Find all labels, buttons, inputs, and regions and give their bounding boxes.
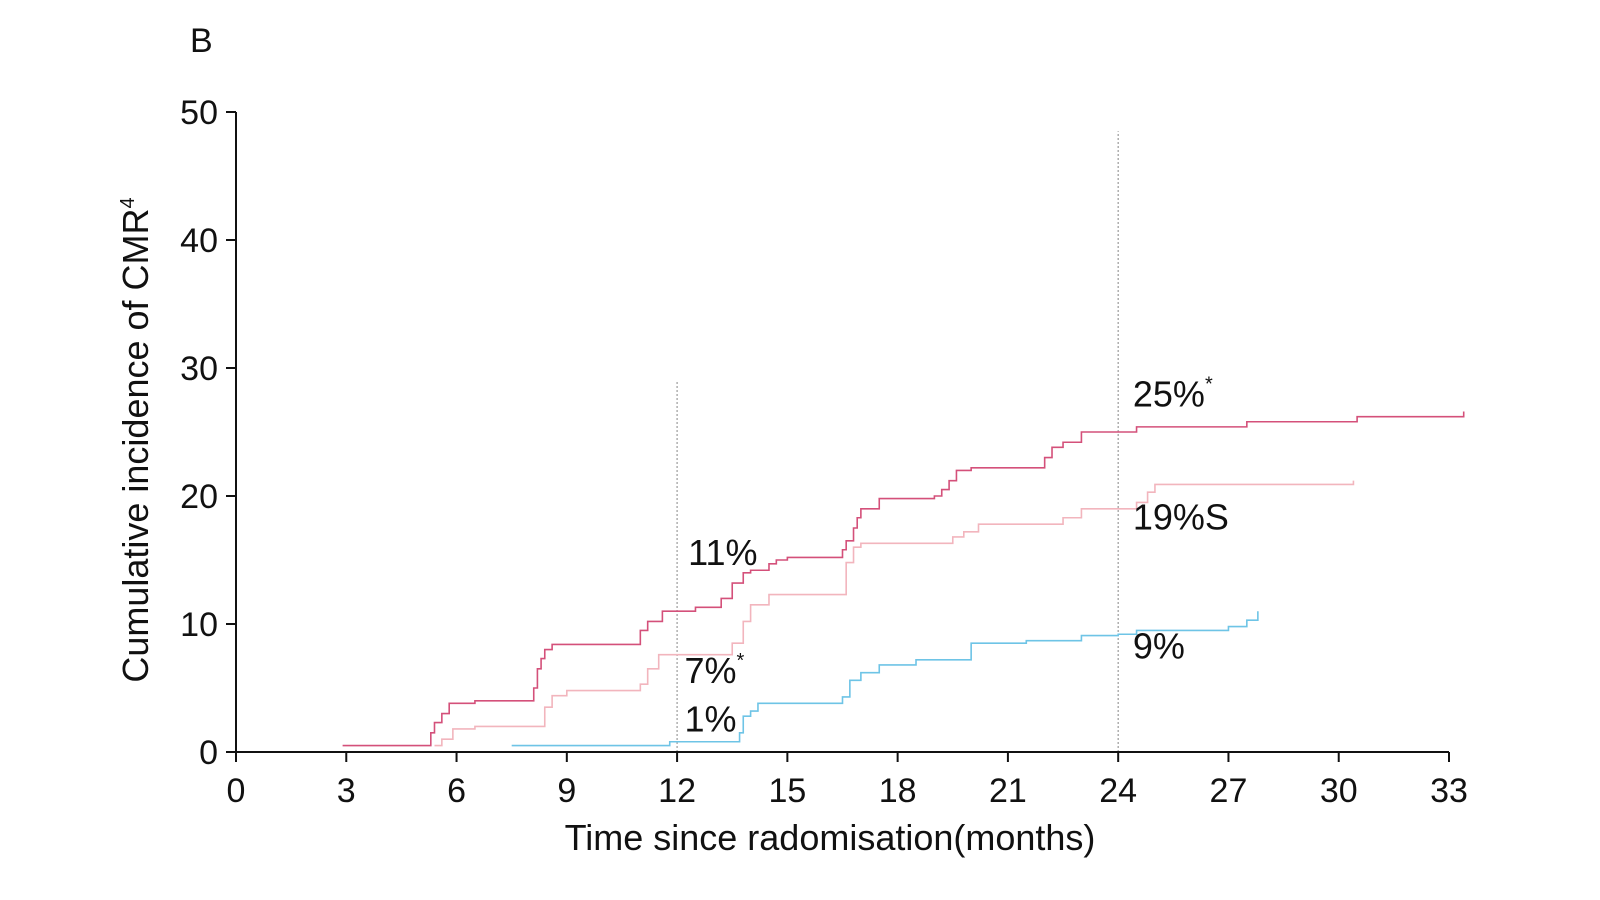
y-axis-title-superscript: 4: [117, 197, 139, 208]
y-tick-label-40: 40: [180, 222, 218, 260]
x-tick-label-30: 30: [1320, 772, 1358, 810]
x-tick-label-6: 6: [447, 772, 466, 810]
series-line-1: [434, 480, 1355, 747]
x-tick-label-27: 27: [1210, 772, 1248, 810]
y-tick-label-0: 0: [199, 734, 218, 772]
x-tick-label-0: 0: [227, 772, 246, 810]
x-axis-title: Time since radomisation(months): [565, 817, 1096, 858]
annotation-5: 9%: [1133, 626, 1185, 667]
series-line-2: [511, 611, 1259, 747]
annotation-1: 7%*: [684, 650, 744, 691]
x-tick-label-15: 15: [768, 772, 806, 810]
series-line-0: [342, 411, 1465, 747]
y-tick-label-10: 10: [180, 606, 218, 644]
axes: 0 3 6 9 12 15 18 21 24 27 30 33 0 10 20 30 40 50: [180, 94, 1468, 810]
annotation-2: 1%: [684, 699, 736, 740]
x-tick-label-33: 33: [1430, 772, 1468, 810]
x-tick-label-18: 18: [879, 772, 917, 810]
y-tick-label-20: 20: [180, 478, 218, 516]
annotation-0: 11%: [688, 532, 757, 573]
annotation-4: 19%S: [1133, 496, 1229, 537]
y-tick-label-30: 30: [180, 350, 218, 388]
y-axis-title: Cumulative incidence of CMR4: [115, 197, 156, 682]
x-tick-label-21: 21: [989, 772, 1027, 810]
annotation-3: 25%*: [1133, 373, 1213, 414]
annotations: 11% 7%* 1% 25%* 19%S 9%: [684, 373, 1229, 739]
series-layer: [342, 411, 1465, 747]
reference-lines: [676, 131, 1119, 752]
x-tick-label-3: 3: [337, 772, 356, 810]
x-tick-label-9: 9: [557, 772, 576, 810]
x-tick-label-12: 12: [658, 772, 696, 810]
y-axis-title-text: Cumulative incidence of CMR: [115, 208, 156, 682]
panel-label: B: [190, 22, 213, 60]
x-tick-label-24: 24: [1099, 772, 1137, 810]
y-tick-label-50: 50: [180, 94, 218, 132]
